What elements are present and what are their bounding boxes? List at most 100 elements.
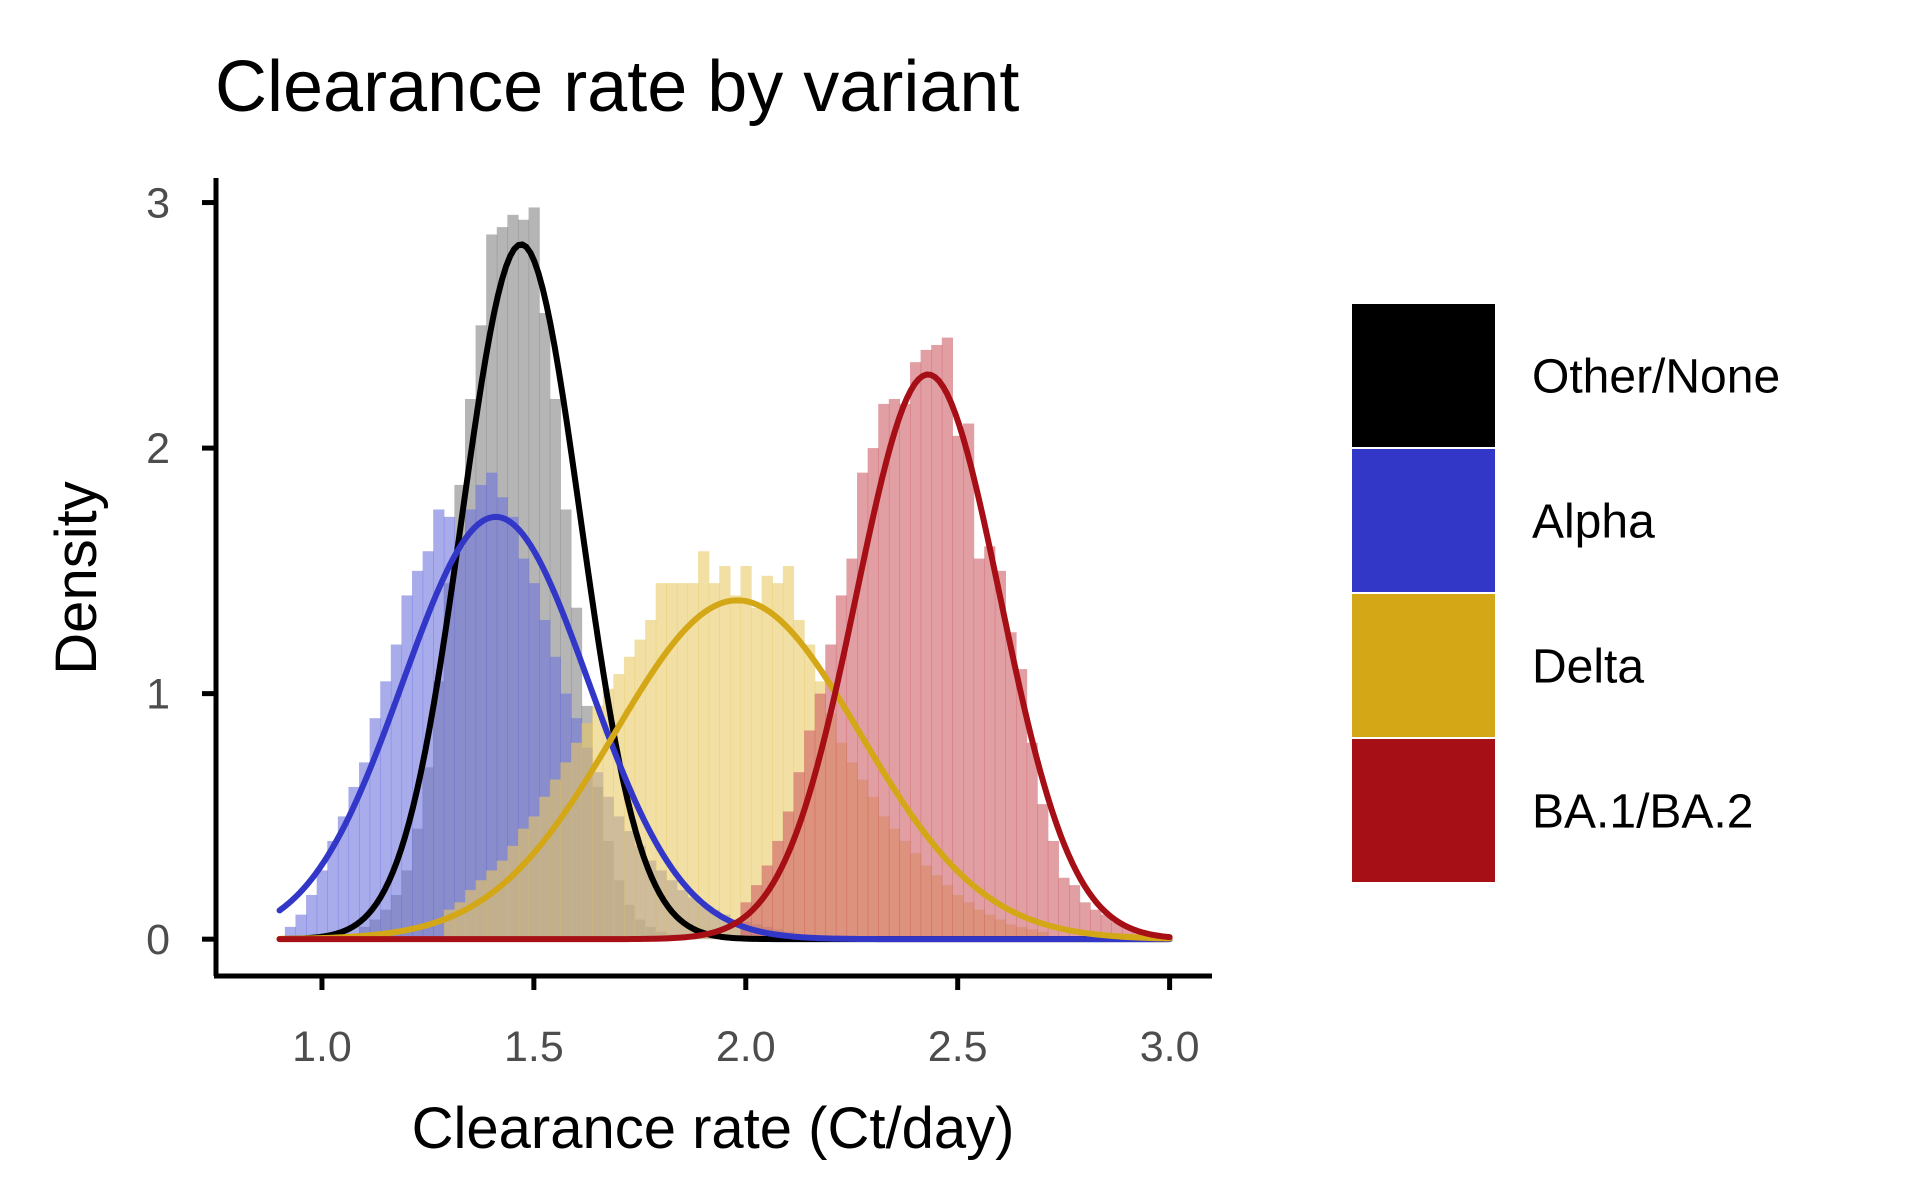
histogram-ba-1-ba-2 (740, 337, 1155, 940)
histogram-bar (380, 681, 392, 940)
histogram-bar (613, 673, 625, 940)
histogram-bar (560, 762, 572, 940)
histogram-bar (687, 583, 699, 940)
histogram-bar (708, 583, 720, 940)
histogram-bar (496, 497, 508, 940)
histogram-bar (570, 742, 583, 940)
histogram-bar (666, 583, 678, 940)
histogram-bar (1090, 909, 1102, 940)
histogram-bar (581, 723, 593, 940)
histogram-bar (443, 516, 456, 940)
histogram-bar (475, 880, 487, 940)
histogram-bar (634, 639, 646, 940)
histogram-bar (772, 583, 784, 940)
y-axis-ticks: 0 1 2 3 (146, 180, 216, 964)
y-tick-label: 2 (146, 425, 170, 473)
histogram-bar (910, 362, 922, 940)
histogram-bar (782, 811, 795, 940)
histogram-bar (528, 207, 540, 940)
histogram-bar (1068, 885, 1081, 940)
histogram-bar (475, 484, 487, 940)
histogram-bar (1015, 669, 1028, 940)
histogram-bar (496, 860, 508, 940)
histogram-bar (369, 718, 381, 940)
legend-key (1350, 447, 1497, 594)
histogram-bar (486, 870, 498, 940)
histogram-bar (517, 828, 530, 940)
histogram-bar (433, 509, 445, 940)
x-tick-label: 1.0 (292, 1023, 352, 1071)
legend-key (1350, 592, 1497, 739)
histogram-bar (327, 840, 339, 940)
histogram-bar (973, 558, 985, 940)
histogram-bar (1047, 840, 1059, 940)
histogram-bar (465, 509, 477, 940)
histogram-bar (1079, 902, 1091, 940)
histogram-bar (761, 865, 773, 940)
histogram-bar (878, 403, 890, 940)
histogram-bar (814, 693, 826, 940)
legend-label: Other/None (1532, 351, 1780, 404)
chart-title: Clearance rate by variant (215, 47, 1019, 127)
density-curve-ba-1-ba-2 (276, 371, 1173, 943)
histogram-bar (359, 762, 371, 940)
histogram-bar (645, 619, 657, 940)
x-axis-title: Clearance rate (Ct/day) (412, 1096, 1015, 1161)
histogram-bar (1058, 877, 1070, 940)
legend: Other/None Alpha Delta BA.1/BA.2 (1350, 302, 1780, 884)
y-tick-label: 0 (146, 916, 170, 964)
histogram-bar (528, 816, 540, 940)
histogram-bar (348, 786, 360, 940)
histogram-bar (517, 558, 530, 940)
histogram-bar (401, 595, 413, 940)
plot-area (276, 207, 1173, 943)
histogram-bar (1037, 804, 1049, 940)
histogram-bar (793, 772, 805, 940)
x-tick-label: 1.5 (504, 1023, 564, 1071)
histogram-bar (316, 870, 328, 940)
histogram-bar (857, 472, 869, 940)
histogram-bar (740, 565, 752, 940)
x-tick-label: 3.0 (1140, 1023, 1200, 1071)
histogram-bar (465, 890, 477, 940)
histogram-bar (507, 516, 519, 940)
legend-label: BA.1/BA.2 (1532, 786, 1753, 839)
histogram-bar (486, 472, 498, 940)
histogram-bar (963, 423, 975, 940)
histogram-bar (295, 914, 307, 940)
histogram-bar (539, 619, 551, 940)
histogram-bar (751, 607, 763, 940)
histogram-bar (719, 565, 731, 940)
density-curve-layer (276, 241, 1173, 943)
y-tick-label: 3 (146, 180, 170, 228)
histogram-bar (740, 902, 752, 940)
histogram-bar (454, 902, 466, 940)
histogram-bar (655, 583, 667, 940)
histogram-bar (825, 644, 837, 940)
histogram-bar (899, 403, 911, 940)
histogram-bar (804, 730, 816, 940)
histogram-bar (952, 435, 964, 940)
histogram-bar (1026, 742, 1038, 940)
legend-key (1350, 302, 1497, 449)
histogram-bar (549, 779, 561, 940)
histogram-bar (835, 595, 848, 940)
histogram-bar (507, 845, 519, 940)
histogram-bar (454, 546, 466, 940)
histogram-bar (941, 337, 954, 940)
histogram-bar (888, 398, 901, 940)
histogram-bar (602, 688, 614, 940)
histogram-bar (761, 575, 773, 940)
histogram-layer (284, 207, 1155, 940)
density-curve-delta (276, 597, 1173, 942)
y-axis-title: Density (44, 481, 109, 674)
histogram-bar (1100, 914, 1112, 940)
histogram-bar (994, 570, 1006, 940)
histogram-bar (412, 570, 424, 940)
legend-label: Alpha (1532, 496, 1655, 549)
histogram-bar (920, 349, 932, 940)
y-tick-label: 1 (146, 671, 170, 719)
x-axis-ticks: 1.0 1.5 2.0 2.5 3.0 (292, 976, 1200, 1071)
histogram-bar (751, 885, 763, 940)
histogram-bar (729, 595, 742, 940)
